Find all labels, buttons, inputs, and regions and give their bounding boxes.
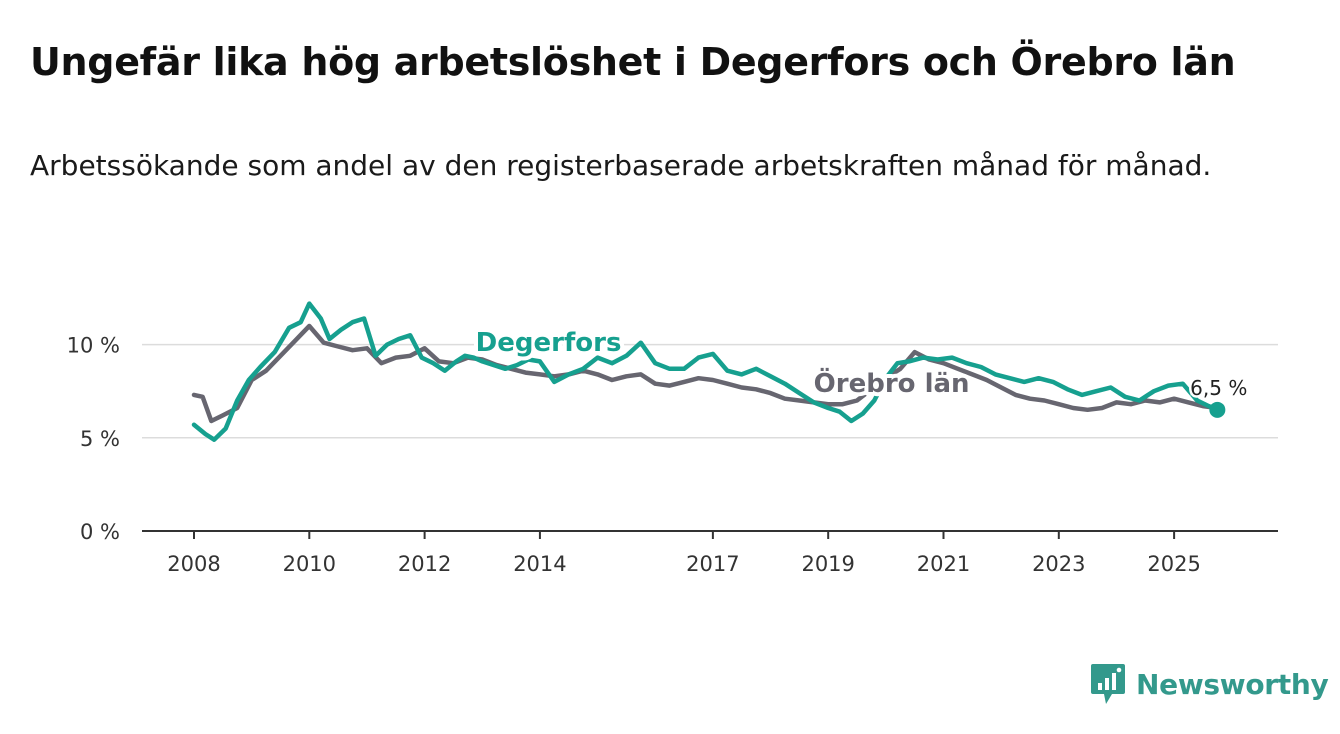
chart-subtitle: Arbetssökande som andel av den registerb… xyxy=(30,149,1212,182)
y-axis-ticks: 0 % 5 % 10 % xyxy=(67,334,120,544)
degerfors-line xyxy=(191,301,1220,442)
series-labels: Degerfors Örebro län 6,5 % xyxy=(472,324,1250,403)
orebro-line xyxy=(191,323,1220,424)
line-chart: 0 %5 %10 % 2008 2010 2012 2014 2017 2019 2021 2… xyxy=(67,301,1278,576)
x-tick-label: 2010 xyxy=(283,552,336,576)
y-tick-label: 5 % xyxy=(80,427,120,451)
x-tick-label: 2014 xyxy=(513,552,566,576)
x-axis-ticks: 2008 2010 2012 2014 2017 2019 2021 2023 2025 xyxy=(167,531,1201,576)
series-lines xyxy=(191,301,1226,442)
y-tick-label: 0 % xyxy=(80,520,120,544)
brand-logo: Newsworthy xyxy=(1090,662,1329,706)
x-tick-label: 2017 xyxy=(686,552,739,576)
grid-lines xyxy=(142,343,1278,532)
x-tick-label: 2012 xyxy=(398,552,451,576)
x-tick-label: 2021 xyxy=(917,552,970,576)
degerfors-end-point xyxy=(1209,401,1226,418)
x-tick-label: 2025 xyxy=(1147,552,1200,576)
orebro-series-label: Örebro län xyxy=(814,366,970,399)
x-tick-label: 2023 xyxy=(1032,552,1085,576)
x-tick-label: 2019 xyxy=(801,552,854,576)
x-tick-label: 2008 xyxy=(167,552,220,576)
y-tick-label: 10 % xyxy=(67,334,120,358)
chart-title: Ungefär lika hög arbetslöshet i Degerfor… xyxy=(30,40,1236,84)
newsworthy-logo-icon xyxy=(1091,664,1125,704)
brand-name: Newsworthy xyxy=(1136,667,1329,701)
degerfors-series-label: Degerfors xyxy=(476,328,622,358)
end-value-label: 6,5 % xyxy=(1190,376,1247,400)
